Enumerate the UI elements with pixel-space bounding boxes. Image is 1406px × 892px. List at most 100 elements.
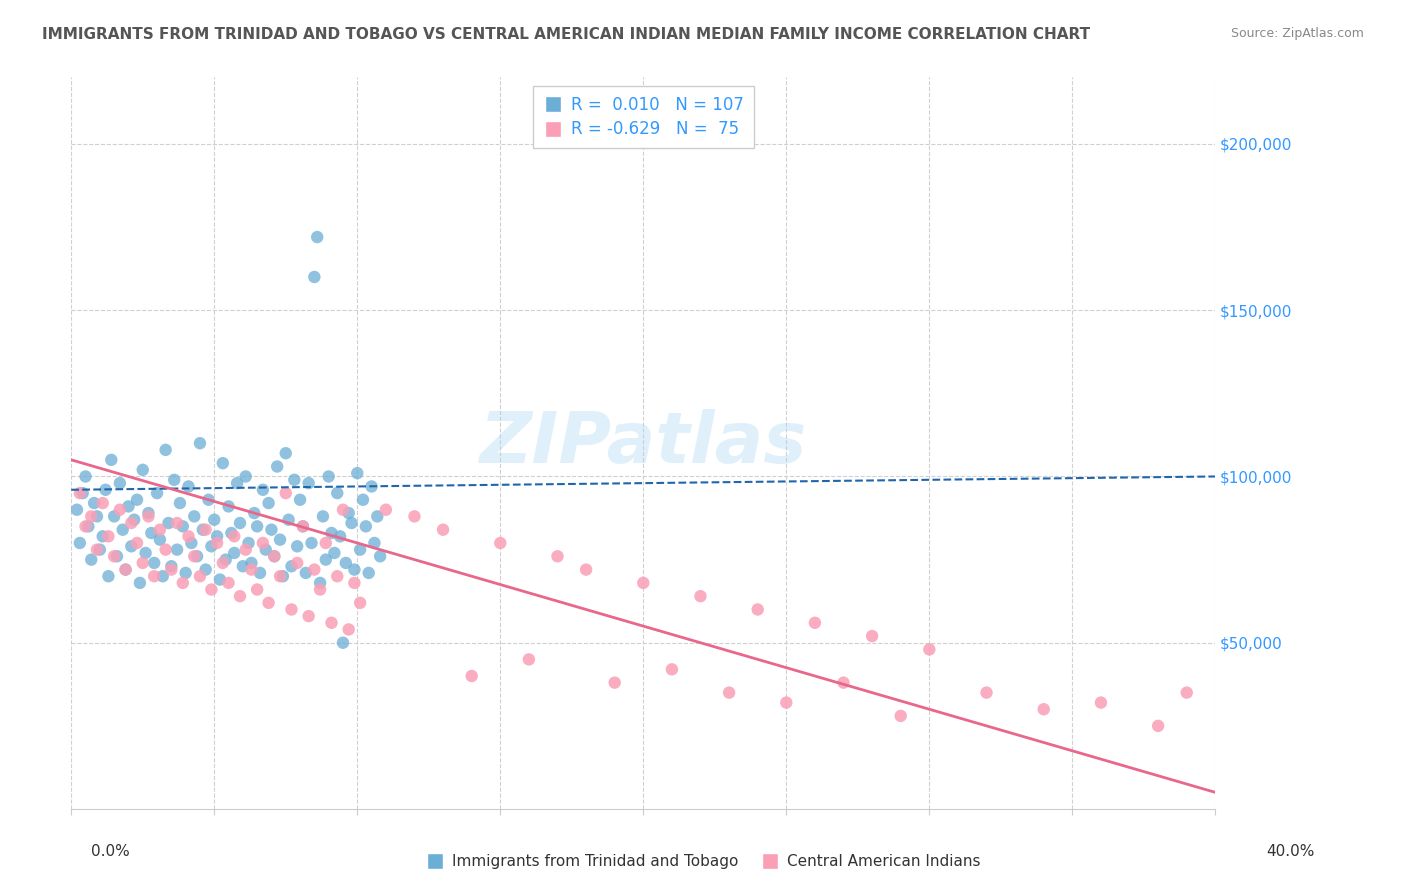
Point xyxy=(343,563,366,577)
Point xyxy=(143,569,166,583)
Point xyxy=(294,566,316,580)
Point xyxy=(309,575,332,590)
Point xyxy=(357,566,380,580)
Text: Source: ZipAtlas.com: Source: ZipAtlas.com xyxy=(1230,27,1364,40)
Point xyxy=(326,569,349,583)
Point xyxy=(312,509,335,524)
Point xyxy=(352,492,374,507)
Point xyxy=(211,556,233,570)
Point xyxy=(775,696,797,710)
Point xyxy=(69,536,91,550)
Point xyxy=(240,556,263,570)
Point xyxy=(111,523,134,537)
Point xyxy=(200,582,222,597)
Point xyxy=(120,539,142,553)
Point xyxy=(860,629,883,643)
Point xyxy=(301,536,323,550)
Point xyxy=(172,575,194,590)
Point xyxy=(354,519,377,533)
Point xyxy=(202,513,225,527)
Point xyxy=(174,566,197,580)
Point xyxy=(360,479,382,493)
Point xyxy=(138,506,160,520)
Point xyxy=(215,552,238,566)
Point xyxy=(271,569,294,583)
Point xyxy=(132,463,155,477)
Point xyxy=(243,506,266,520)
Point xyxy=(366,509,388,524)
Point xyxy=(103,549,125,564)
Point xyxy=(263,549,285,564)
Point xyxy=(254,542,277,557)
Point xyxy=(252,483,274,497)
Point xyxy=(1032,702,1054,716)
Point xyxy=(155,442,177,457)
Point xyxy=(149,523,172,537)
Point xyxy=(91,529,114,543)
Point xyxy=(224,546,246,560)
Point xyxy=(172,519,194,533)
Point xyxy=(269,533,291,547)
Point xyxy=(224,529,246,543)
Point xyxy=(321,615,343,630)
Point xyxy=(323,546,346,560)
Point xyxy=(266,459,288,474)
Point xyxy=(318,469,340,483)
Point xyxy=(517,652,540,666)
Point xyxy=(69,486,91,500)
Point xyxy=(180,536,202,550)
Legend: R =  0.010   N = 107, R = -0.629   N =  75: R = 0.010 N = 107, R = -0.629 N = 75 xyxy=(533,86,754,148)
Point xyxy=(83,496,105,510)
Point xyxy=(291,519,314,533)
Point xyxy=(114,563,136,577)
Point xyxy=(832,675,855,690)
Point xyxy=(249,566,271,580)
Point xyxy=(285,556,308,570)
Point xyxy=(238,536,260,550)
Point xyxy=(218,500,240,514)
Point xyxy=(91,496,114,510)
Point xyxy=(141,526,163,541)
Point xyxy=(240,563,263,577)
Point xyxy=(125,536,148,550)
Point xyxy=(105,549,128,564)
Point xyxy=(315,552,337,566)
Point xyxy=(274,486,297,500)
Point xyxy=(363,536,385,550)
Point xyxy=(108,476,131,491)
Point xyxy=(188,436,211,450)
Point xyxy=(191,523,214,537)
Point xyxy=(197,492,219,507)
Point xyxy=(80,552,103,566)
Text: 40.0%: 40.0% xyxy=(1267,845,1315,859)
Point xyxy=(208,573,231,587)
Point xyxy=(349,542,371,557)
Point xyxy=(298,476,321,491)
Point xyxy=(489,536,512,550)
Point xyxy=(89,542,111,557)
Point xyxy=(257,596,280,610)
Point xyxy=(269,569,291,583)
Point xyxy=(321,526,343,541)
Point xyxy=(122,513,145,527)
Legend: Immigrants from Trinidad and Tobago, Central American Indians: Immigrants from Trinidad and Tobago, Cen… xyxy=(419,848,987,875)
Point xyxy=(252,536,274,550)
Point xyxy=(188,569,211,583)
Point xyxy=(575,563,598,577)
Point xyxy=(94,483,117,497)
Point xyxy=(200,539,222,553)
Point xyxy=(120,516,142,530)
Point xyxy=(329,529,352,543)
Point xyxy=(1175,685,1198,699)
Point xyxy=(97,529,120,543)
Point xyxy=(177,529,200,543)
Text: IMMIGRANTS FROM TRINIDAD AND TOBAGO VS CENTRAL AMERICAN INDIAN MEDIAN FAMILY INC: IMMIGRANTS FROM TRINIDAD AND TOBAGO VS C… xyxy=(42,27,1090,42)
Point xyxy=(718,685,741,699)
Point xyxy=(260,523,283,537)
Point xyxy=(661,662,683,676)
Point xyxy=(205,536,228,550)
Point xyxy=(332,636,354,650)
Point xyxy=(194,523,217,537)
Point xyxy=(309,582,332,597)
Point xyxy=(218,575,240,590)
